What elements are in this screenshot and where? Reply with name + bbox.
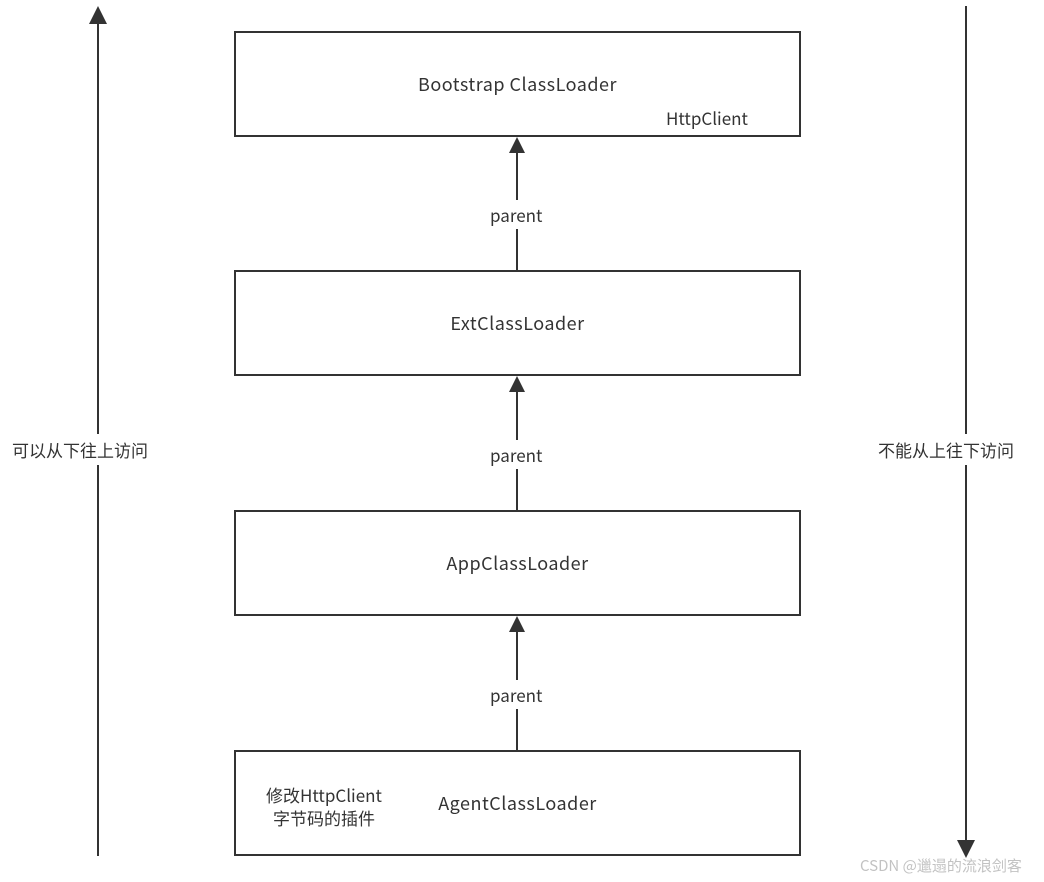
connector-agent-app-head — [509, 616, 525, 632]
diagram-canvas: 可以从下往上访问 不能从上往下访问 Bootstrap ClassLoader … — [0, 0, 1044, 882]
node-agent-sublabel: 修改HttpClient字节码的插件 — [266, 784, 382, 830]
agent-sublabel-line1: 修改HttpClient — [266, 782, 382, 807]
node-ext-label: ExtClassLoader — [450, 310, 584, 336]
agent-sublabel-line2: 字节码的插件 — [273, 805, 375, 830]
node-bootstrap-sublabel: HttpClient — [666, 105, 748, 130]
right-arrow-line — [965, 6, 967, 840]
connector-app-ext-head — [509, 376, 525, 392]
node-app: AppClassLoader — [234, 510, 801, 616]
connector-ext-bootstrap-label: parent — [486, 200, 546, 229]
node-bootstrap: Bootstrap ClassLoader HttpClient — [234, 31, 801, 137]
connector-app-ext-label: parent — [486, 440, 546, 469]
left-arrow-head — [89, 6, 107, 24]
node-ext: ExtClassLoader — [234, 270, 801, 376]
watermark-text: CSDN @邋遢的流浪剑客 — [860, 855, 1022, 876]
left-caption: 可以从下往上访问 — [10, 434, 150, 465]
node-app-label: AppClassLoader — [446, 550, 588, 576]
node-agent-label: AgentClassLoader — [438, 790, 597, 816]
node-bootstrap-label: Bootstrap ClassLoader — [418, 71, 617, 97]
connector-ext-bootstrap-head — [509, 137, 525, 153]
node-agent: AgentClassLoader 修改HttpClient字节码的插件 — [234, 750, 801, 856]
right-arrow-head — [957, 840, 975, 858]
right-caption: 不能从上往下访问 — [876, 434, 1016, 465]
connector-agent-app-label: parent — [486, 680, 546, 709]
